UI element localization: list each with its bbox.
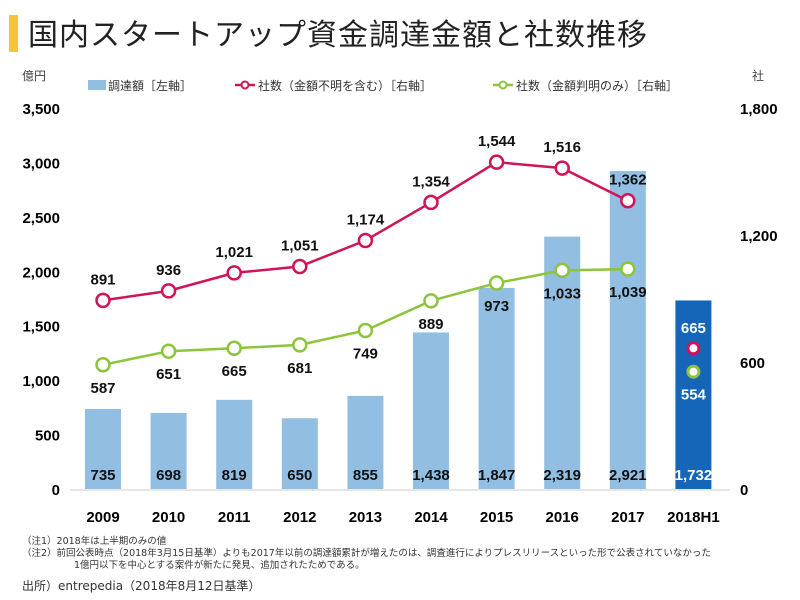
legend-swatch-marker: [498, 80, 508, 90]
right-tick-label: 600: [740, 355, 765, 372]
bar-value-label: 2,921: [609, 467, 647, 484]
series-value-label: 554: [681, 387, 707, 404]
x-tick-label: 2009: [86, 509, 119, 526]
legend-swatch-bar: [88, 80, 106, 90]
left-tick-label: 1,500: [22, 319, 60, 336]
chart-title: 国内スタートアップ資金調達金額と社数推移: [28, 18, 648, 53]
series-marker: [488, 154, 505, 170]
left-tick-label: 3,500: [22, 101, 60, 118]
legend-label: 調達額［左軸］: [108, 78, 192, 93]
note-2-cont: 1億円以下を中心とする案件が新たに発見、追加されたためである。: [74, 560, 365, 571]
left-tick-label: 0: [52, 482, 60, 499]
right-tick-label: 1,800: [740, 101, 778, 118]
left-tick-label: 2,500: [22, 210, 60, 227]
left-axis-unit: 億円: [22, 69, 46, 83]
left-tick-label: 2,000: [22, 264, 60, 281]
series-value-label: 1,033: [543, 285, 581, 302]
right-axis-unit: 社: [752, 68, 764, 83]
series-marker: [488, 275, 505, 291]
series-marker: [620, 261, 636, 277]
source: 出所）entrepedia（2018年8月12日基準）: [22, 579, 261, 593]
note-2: （注2）前回公表時点（2018年3月15日基準）よりも2017年以前の調達額累計…: [22, 548, 711, 559]
series-value-label: 1,354: [412, 173, 450, 190]
series-value-label: 1,174: [347, 212, 385, 229]
series-value-label: 1,021: [215, 244, 253, 261]
series-marker: [620, 192, 636, 209]
bar: [544, 236, 581, 489]
bar: [85, 408, 121, 489]
bar-value-label: 735: [90, 467, 115, 484]
bar-value-label: 698: [156, 467, 181, 484]
x-tick-label: 2017: [611, 509, 644, 526]
series-value-label: 1,544: [478, 133, 516, 150]
bar-value-label: 2,319: [543, 467, 581, 484]
series-value-label: 681: [287, 360, 312, 377]
left-tick-label: 500: [35, 428, 60, 445]
series-value-label: 665: [681, 320, 706, 337]
bar: [216, 399, 253, 489]
right-tick-label: 0: [740, 482, 748, 499]
series-value-label: 665: [222, 363, 247, 380]
x-tick-label: 2011: [218, 509, 251, 526]
bar-value-label: 650: [287, 467, 312, 484]
series-value-label: 1,362: [609, 172, 647, 189]
bar: [150, 413, 187, 489]
bar: [478, 287, 515, 489]
series-value-label: 1,516: [543, 139, 581, 156]
series-marker: [357, 322, 374, 339]
legend-swatch-marker: [240, 80, 250, 90]
note-1: （注1）2018年は上半期のみの値: [22, 536, 167, 547]
series-value-label: 891: [90, 271, 115, 288]
series-value-label: 587: [90, 380, 115, 397]
bar-value-label: 855: [353, 467, 378, 484]
x-tick-label: 2013: [349, 509, 382, 526]
series-marker: [686, 341, 701, 356]
series-marker: [423, 194, 439, 211]
series-marker: [160, 343, 177, 359]
series-marker: [357, 232, 374, 249]
series-marker: [686, 364, 701, 379]
notes: （注1）2018年は上半期のみの値 （注2）前回公表時点（2018年3月15日基…: [22, 536, 711, 572]
bar-value-label: 1,732: [675, 467, 713, 484]
series-value-label: 749: [353, 345, 378, 362]
series-marker: [554, 160, 570, 176]
series-value-label: 651: [156, 366, 181, 383]
x-tick-label: 2016: [546, 509, 579, 526]
series-value-label: 1,051: [281, 238, 319, 255]
series-marker: [160, 283, 177, 299]
bar-value-label: 819: [222, 467, 247, 484]
series-marker: [423, 293, 439, 309]
bar-value-label: 1,438: [412, 467, 450, 484]
x-tick-label: 2012: [283, 509, 316, 526]
series-marker: [554, 262, 570, 279]
bar: [675, 300, 712, 489]
bar-value-label: 1,847: [478, 467, 516, 484]
x-tick-label: 2010: [152, 509, 185, 526]
x-tick-label: 2015: [480, 509, 513, 526]
series-marker: [226, 265, 242, 281]
series-value-label: 973: [484, 298, 509, 315]
series-marker: [292, 337, 308, 353]
bar: [347, 395, 384, 489]
left-tick-label: 1,000: [22, 373, 60, 390]
series-value-label: 889: [418, 316, 443, 333]
series-marker: [95, 292, 111, 309]
title-accent-bar: [9, 15, 18, 52]
series-marker: [292, 258, 308, 275]
left-tick-label: 3,000: [22, 155, 60, 172]
bar: [413, 332, 449, 489]
series-marker: [226, 340, 242, 356]
bar: [609, 171, 646, 489]
legend-label: 社数（金額不明を含む）［右軸］: [258, 78, 432, 93]
right-tick-label: 1,200: [740, 228, 778, 245]
series-value-label: 1,039: [609, 284, 647, 301]
series-value-label: 936: [156, 262, 181, 279]
x-tick-label: 2018H1: [667, 509, 720, 526]
series-marker: [95, 357, 111, 373]
bar: [281, 418, 318, 489]
legend-label: 社数（金額判明のみ）［右軸］: [516, 78, 678, 93]
x-tick-label: 2014: [414, 509, 448, 526]
